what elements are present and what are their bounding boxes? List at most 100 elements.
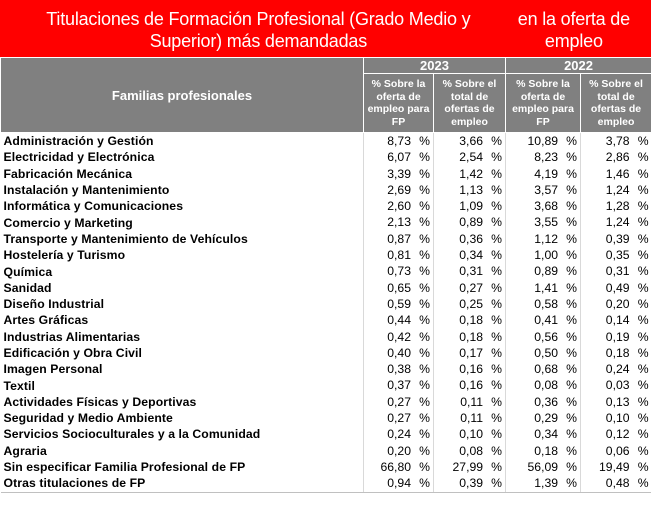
percent-sign: % — [637, 182, 649, 197]
family-name: Servicios Socioculturales y a la Comunid… — [3, 427, 261, 442]
value: 56,09 — [527, 459, 559, 474]
value: 0,39 — [459, 476, 484, 491]
cell-v2023-total: 0,89% — [432, 214, 506, 231]
col-2023-share-fp: % Sobre la oferta de empleo para FP — [363, 73, 434, 133]
cell-v2022-total: 0,03% — [580, 377, 651, 394]
cell-v2023-fp: 0,81% — [363, 247, 434, 264]
cell-v2022-total: 1,24% — [580, 214, 651, 231]
percent-sign: % — [566, 199, 578, 214]
value: 0,27 — [387, 394, 411, 409]
percent-sign: % — [637, 231, 649, 246]
value: 2,69 — [387, 182, 411, 197]
value: 0,34 — [459, 248, 484, 263]
cell-v2022-fp: 0,58% — [505, 295, 581, 313]
table-row: Otras titulaciones de FP 0,94% 0,39% 1,39% 0… — [0, 475, 651, 493]
value: 0,36 — [534, 394, 559, 409]
percent-sign: % — [491, 362, 503, 377]
percent-sign: % — [637, 264, 649, 279]
cell-v2023-total: 0,16% — [432, 377, 506, 394]
value: 1,41 — [534, 280, 559, 295]
percent-sign: % — [419, 199, 430, 214]
cell-v2023-fp: 0,65% — [363, 279, 434, 296]
percent-sign: % — [419, 362, 430, 377]
col-2022-share-fp: % Sobre la oferta de empleo para FP — [505, 73, 582, 133]
cell-v2022-fp: 0,34% — [505, 426, 581, 443]
cell-v2022-fp: 0,68% — [505, 361, 581, 378]
percent-sign: % — [637, 459, 649, 474]
cell-v2022-total: 0,20% — [580, 295, 651, 313]
value: 0,24 — [387, 427, 411, 442]
cell-v2022-total: 0,24% — [580, 361, 651, 378]
year-2023-header: 2023 — [362, 57, 507, 74]
cell-v2023-total: 1,09% — [432, 198, 506, 215]
cell-v2023-fp: 2,60% — [363, 198, 434, 215]
percent-sign: % — [491, 296, 503, 311]
value: 0,14 — [605, 313, 630, 328]
value: 4,19 — [534, 166, 559, 181]
value: 3,66 — [459, 134, 484, 148]
value: 66,80 — [380, 459, 412, 474]
cell-v2022-total: 0,12% — [580, 426, 651, 443]
percent-sign: % — [566, 231, 578, 246]
cell-v2022-fp: 0,29% — [505, 410, 581, 427]
value: 0,11 — [460, 411, 484, 426]
cell-v2022-fp: 0,50% — [505, 344, 581, 362]
family-name: Instalación y Mantenimiento — [3, 183, 170, 198]
percent-sign: % — [566, 345, 578, 360]
percent-sign: % — [419, 280, 430, 295]
value: 0,19 — [605, 329, 630, 344]
percent-sign: % — [419, 215, 430, 230]
value: 0,10 — [605, 411, 630, 426]
cell-v2023-total: 0,25% — [432, 295, 506, 313]
cell-v2023-fp: 0,20% — [363, 442, 434, 459]
percent-sign: % — [491, 231, 503, 246]
cell-v2023-fp: 0,40% — [363, 344, 434, 362]
percent-sign: % — [419, 264, 430, 279]
cell-v2023-total: 0,17% — [432, 344, 506, 362]
percent-sign: % — [566, 443, 578, 458]
cell-v2022-total: 0,14% — [580, 312, 651, 329]
table-row: Artes Gráficas 0,44% 0,18% 0,41% 0,14% — [1, 312, 651, 329]
cell-v2023-total: 0,31% — [432, 263, 506, 280]
percent-sign: % — [419, 231, 430, 246]
cell-v2023-fp: 0,42% — [363, 328, 434, 345]
cell-v2023-fp: 0,44% — [363, 312, 434, 329]
value: 0,20 — [605, 296, 630, 311]
value: 0,56 — [534, 329, 559, 344]
percent-sign: % — [566, 427, 578, 442]
percent-sign: % — [566, 150, 578, 165]
col-2022-share-total: % Sobre el total de ofertas de empleo — [580, 73, 651, 133]
value: 0,58 — [534, 296, 559, 311]
value: 3,39 — [387, 166, 411, 181]
table-row: Imagen Personal 0,38% 0,16% 0,68% 0,24% — [1, 361, 651, 378]
cell-v2023-fp: 0,37% — [363, 377, 434, 394]
cell-v2022-fp: 0,18% — [505, 442, 581, 459]
value: 1,46 — [605, 166, 630, 181]
table-row: Hostelería y Turismo 0,81% 0,34% 1,00% 0,35% — [1, 247, 651, 264]
family-name: Otras titulaciones de FP — [0, 475, 364, 493]
cell-v2023-total: 0,11% — [432, 410, 506, 427]
percent-sign: % — [637, 215, 649, 230]
cell-v2023-total: 3,66% — [432, 132, 506, 150]
cell-v2022-total: 19,49% — [580, 458, 651, 476]
value: 0,31 — [459, 264, 484, 279]
percent-sign: % — [419, 182, 430, 197]
cell-v2022-total: 1,28% — [580, 198, 651, 215]
family-name: Sin especificar Familia Profesional de F… — [3, 460, 246, 475]
percent-sign: % — [637, 313, 649, 328]
percent-sign: % — [637, 248, 649, 263]
percent-sign: % — [637, 427, 649, 442]
table-row: Actividades Físicas y Deportivas 0,27% 0,1… — [1, 393, 651, 411]
demand-table: Familias profesionales 2023 2022 % Sobre… — [0, 57, 651, 493]
percent-sign: % — [566, 378, 578, 393]
family-name: Hostelería y Turismo — [3, 248, 126, 263]
percent-sign: % — [566, 313, 578, 328]
cell-v2023-fp: 0,38% — [363, 361, 434, 378]
percent-sign: % — [491, 378, 503, 393]
percent-sign: % — [419, 296, 430, 311]
value: 0,59 — [387, 296, 411, 311]
percent-sign: % — [491, 182, 503, 197]
cell-v2022-fp: 4,19% — [505, 165, 581, 182]
report-title-line-1: Titulaciones de Formación Profesional (G… — [46, 8, 471, 51]
value: 0,65 — [387, 280, 411, 295]
